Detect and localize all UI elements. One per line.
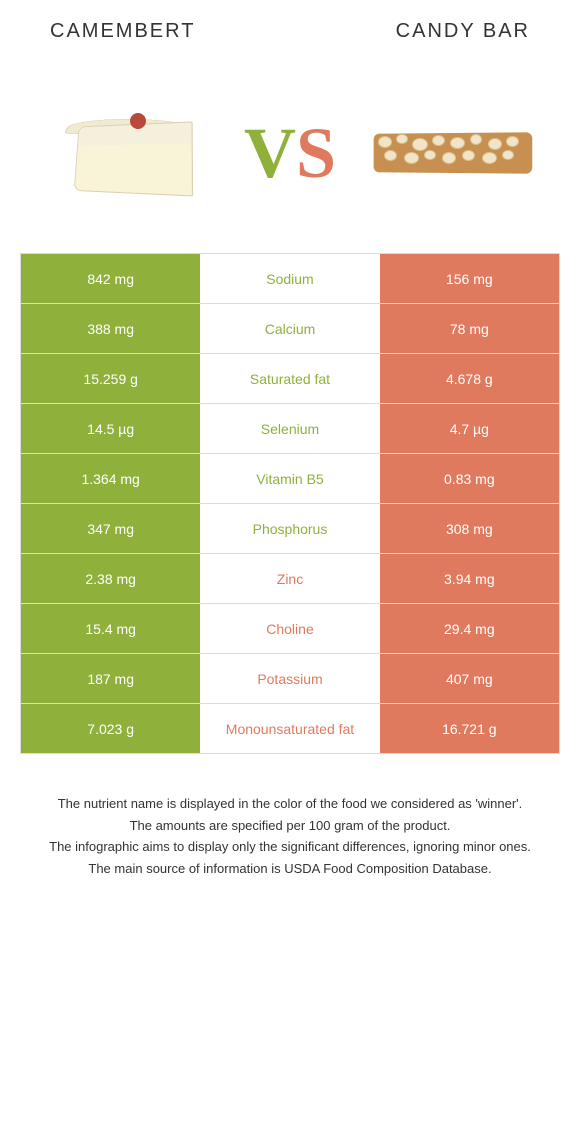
right-value: 78 mg	[380, 304, 559, 353]
left-value: 15.259 g	[21, 354, 200, 403]
nutrient-label: Vitamin B5	[200, 454, 379, 503]
left-value: 7.023 g	[21, 704, 200, 753]
table-row: 347 mgPhosphorus308 mg	[21, 504, 559, 554]
images-row: VS	[20, 73, 560, 253]
footer-line: The infographic aims to display only the…	[40, 837, 540, 857]
left-value: 187 mg	[21, 654, 200, 703]
nutrient-label: Calcium	[200, 304, 379, 353]
right-value: 156 mg	[380, 254, 559, 303]
right-value: 4.678 g	[380, 354, 559, 403]
nutrient-label: Saturated fat	[200, 354, 379, 403]
left-value: 1.364 mg	[21, 454, 200, 503]
table-row: 187 mgPotassium407 mg	[21, 654, 559, 704]
left-value: 15.4 mg	[21, 604, 200, 653]
right-value: 29.4 mg	[380, 604, 559, 653]
vs-label: VS	[244, 112, 336, 195]
nutrient-label: Potassium	[200, 654, 379, 703]
nutrient-label: Monounsaturated fat	[200, 704, 379, 753]
nutrient-table: 842 mgSodium156 mg388 mgCalcium78 mg15.2…	[20, 253, 560, 754]
left-value: 388 mg	[21, 304, 200, 353]
table-row: 388 mgCalcium78 mg	[21, 304, 559, 354]
right-value: 0.83 mg	[380, 454, 559, 503]
left-value: 842 mg	[21, 254, 200, 303]
left-value: 2.38 mg	[21, 554, 200, 603]
table-row: 2.38 mgZinc3.94 mg	[21, 554, 559, 604]
table-row: 1.364 mgVitamin B50.83 mg	[21, 454, 559, 504]
footer-line: The main source of information is USDA F…	[40, 859, 540, 879]
nutrient-label: Selenium	[200, 404, 379, 453]
right-value: 4.7 µg	[380, 404, 559, 453]
camembert-image	[50, 93, 210, 213]
table-row: 15.4 mgCholine29.4 mg	[21, 604, 559, 654]
right-value: 407 mg	[380, 654, 559, 703]
right-value: 308 mg	[380, 504, 559, 553]
table-row: 842 mgSodium156 mg	[21, 254, 559, 304]
table-row: 14.5 µgSelenium4.7 µg	[21, 404, 559, 454]
table-row: 7.023 gMonounsaturated fat16.721 g	[21, 704, 559, 754]
table-row: 15.259 gSaturated fat4.678 g	[21, 354, 559, 404]
vs-s: S	[296, 113, 336, 193]
candybar-image	[370, 93, 530, 213]
title-right: CANDY BAR	[396, 20, 530, 43]
right-value: 16.721 g	[380, 704, 559, 753]
nutrient-label: Zinc	[200, 554, 379, 603]
right-value: 3.94 mg	[380, 554, 559, 603]
nutrient-label: Sodium	[200, 254, 379, 303]
nutrient-label: Phosphorus	[200, 504, 379, 553]
footer-line: The amounts are specified per 100 gram o…	[40, 816, 540, 836]
nutrient-label: Choline	[200, 604, 379, 653]
vs-v: V	[244, 113, 296, 193]
footer-notes: The nutrient name is displayed in the co…	[20, 754, 560, 878]
footer-line: The nutrient name is displayed in the co…	[40, 794, 540, 814]
header: CAMEMBERT CANDY BAR	[20, 20, 560, 73]
left-value: 347 mg	[21, 504, 200, 553]
title-left: CAMEMBERT	[50, 20, 195, 43]
left-value: 14.5 µg	[21, 404, 200, 453]
